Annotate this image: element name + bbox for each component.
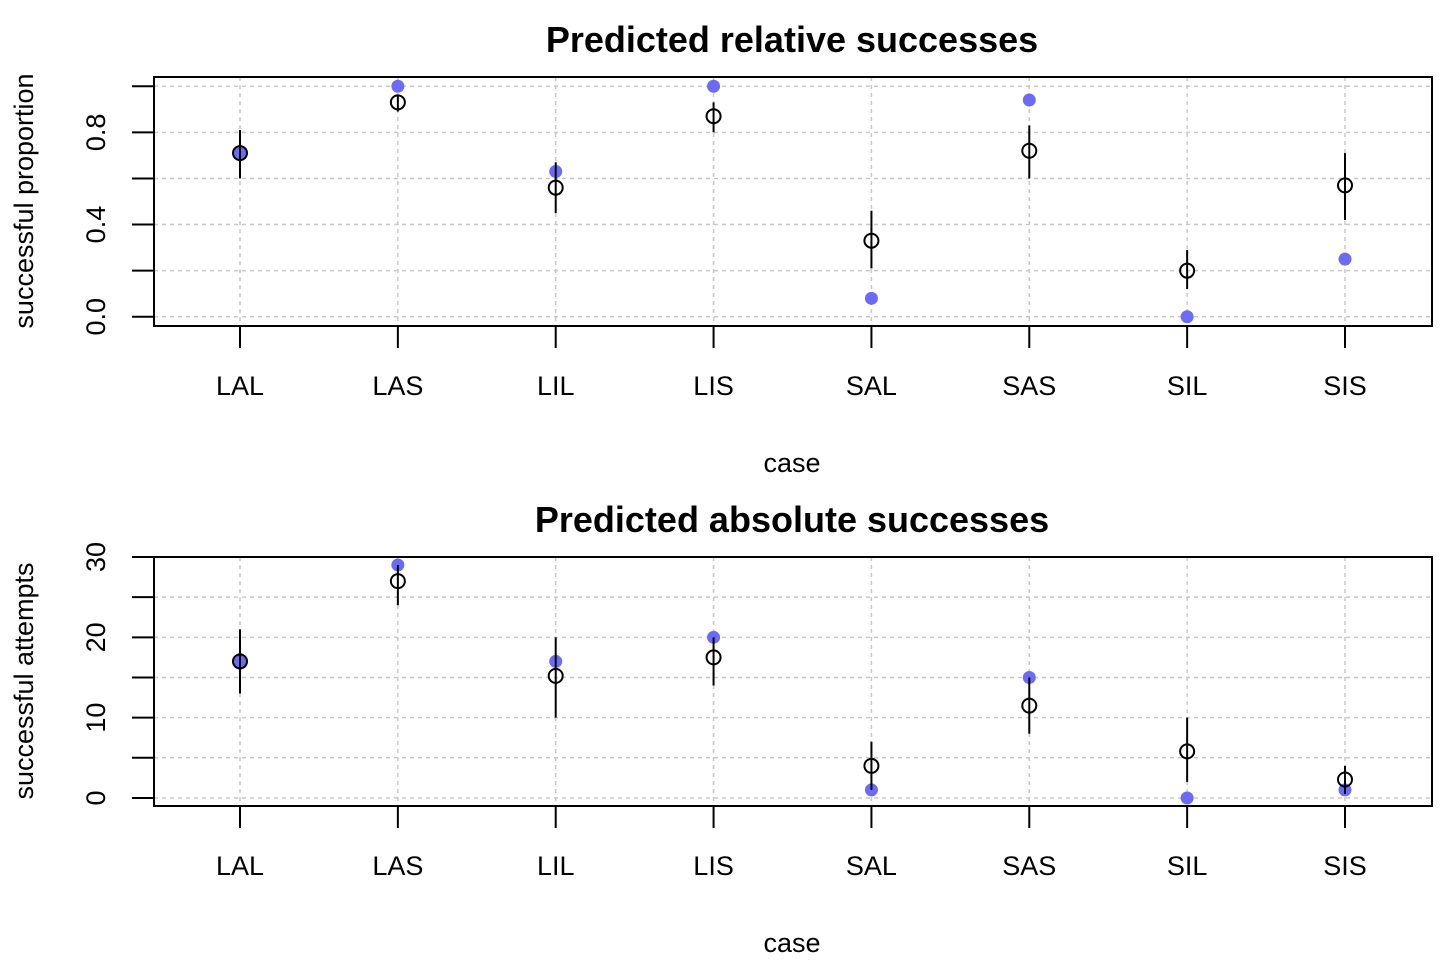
predicted-point — [1021, 142, 1038, 159]
predicted-point — [1021, 697, 1038, 714]
predicted-point — [389, 573, 406, 590]
y-axis-label: successful proportion — [9, 73, 39, 328]
y-tick-label: 20 — [81, 622, 111, 652]
x-axis-label: case — [763, 448, 820, 478]
predicted-point — [1179, 743, 1196, 760]
predicted-point — [863, 232, 880, 249]
x-tick-label: SAS — [1002, 371, 1056, 401]
observed-point — [1022, 93, 1036, 107]
marks — [232, 79, 1353, 324]
y-tick-label: 30 — [81, 542, 111, 572]
x-tick-label: SIS — [1323, 851, 1367, 881]
predicted-point — [863, 757, 880, 774]
y-axis-label: successful attempts — [9, 562, 39, 799]
predicted-point — [1337, 177, 1353, 194]
x-tick-label: SAL — [846, 371, 897, 401]
chart-title: Predicted relative successes — [546, 19, 1038, 60]
x-tick-label: LIS — [693, 371, 734, 401]
predicted-point — [1337, 771, 1353, 788]
x-tick-label: LAL — [216, 371, 264, 401]
predicted-point — [232, 145, 248, 162]
x-tick-label: SIL — [1167, 371, 1208, 401]
predicted-point — [232, 653, 248, 670]
observed-point — [1180, 310, 1194, 324]
x-axis-label: case — [763, 928, 820, 958]
grid — [154, 77, 1432, 326]
observed-point — [1338, 252, 1352, 266]
axes: LAL LAS LIL LIS SAL SAS SIL SIS 0.0 0.4 0.8 — [81, 85, 1367, 401]
x-tick-label: LAS — [372, 371, 423, 401]
predicted-point — [705, 108, 722, 125]
x-tick-label: SIL — [1167, 851, 1208, 881]
observed-point — [391, 79, 405, 93]
y-tick-label: 0.8 — [81, 114, 111, 152]
x-tick-label: LAL — [216, 851, 264, 881]
observed-point — [864, 291, 878, 305]
x-tick-label: LIL — [537, 851, 575, 881]
y-tick-label: 10 — [81, 703, 111, 733]
panel-relative-successes: Predicted relative successes case succes… — [9, 19, 1433, 478]
y-tick-label: 0 — [81, 790, 111, 805]
panel-absolute-successes: Predicted absolute successes case succes… — [9, 499, 1433, 958]
predicted-point — [389, 94, 406, 111]
predicted-point — [547, 179, 564, 196]
observed-point — [707, 79, 721, 93]
predicted-point — [1179, 262, 1196, 279]
y-tick-label: 0.4 — [81, 206, 111, 244]
chart-title: Predicted absolute successes — [535, 499, 1049, 540]
x-tick-label: LIL — [537, 371, 575, 401]
predicted-point — [547, 667, 564, 684]
grid — [154, 556, 1432, 806]
marks — [232, 558, 1353, 805]
plot-frame — [153, 76, 1433, 327]
plot-frame — [153, 556, 1433, 807]
x-tick-label: LIS — [693, 851, 734, 881]
x-tick-label: SAS — [1002, 851, 1056, 881]
x-tick-label: SIS — [1323, 371, 1367, 401]
y-tick-label: 0.0 — [81, 298, 111, 336]
x-tick-label: SAL — [846, 851, 897, 881]
axes: LAL LAS LIL LIS SAL SAS SIL SIS 0 10 20 30 — [81, 542, 1367, 881]
x-tick-label: LAS — [372, 851, 423, 881]
predicted-point — [705, 649, 722, 666]
observed-point — [1180, 791, 1194, 805]
